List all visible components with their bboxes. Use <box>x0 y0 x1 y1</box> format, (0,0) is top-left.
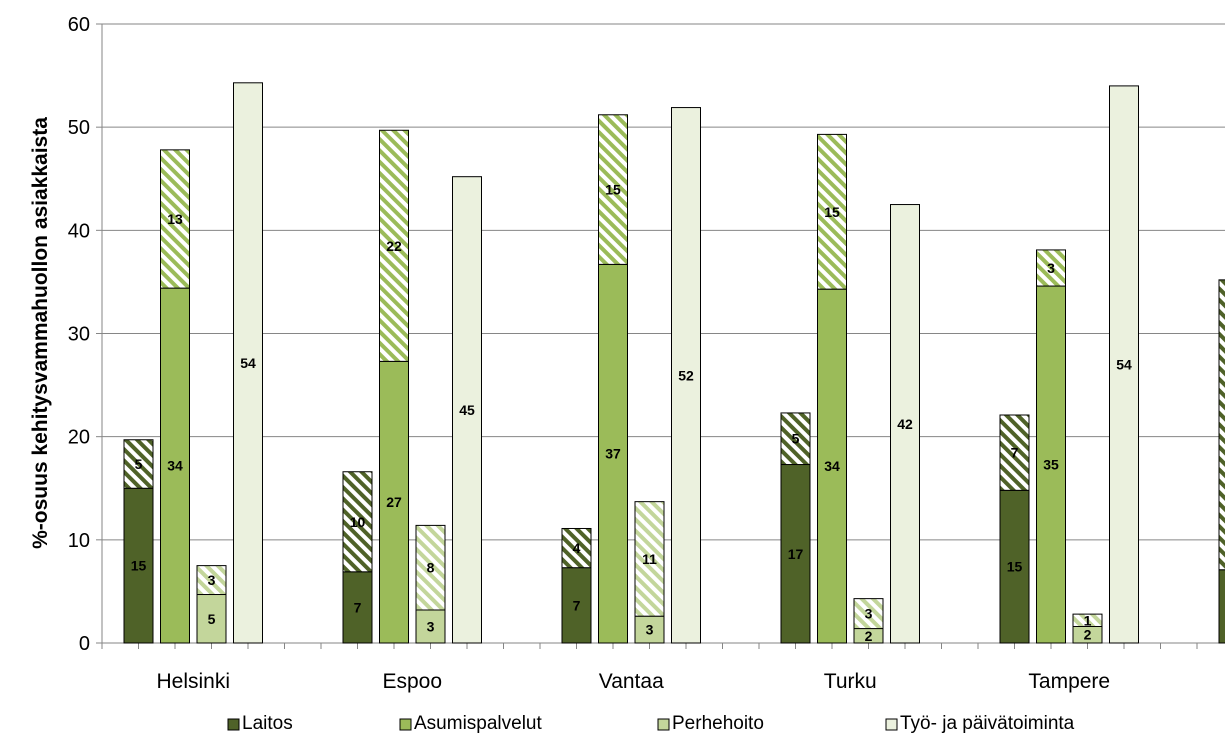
data-label: 15 <box>605 182 621 198</box>
bar-laitos-hatched <box>999 414 1030 491</box>
legend-item-label: Laitos <box>242 713 293 734</box>
y-tick-label: 50 <box>68 117 90 139</box>
bar-laitos-solid <box>342 571 373 644</box>
y-tick-label: 0 <box>79 633 90 655</box>
data-label: 45 <box>459 402 475 418</box>
data-label: 1 <box>1084 612 1092 628</box>
data-label: 5 <box>792 431 800 447</box>
data-label: 3 <box>427 618 435 634</box>
y-tick-label: 60 <box>68 14 90 36</box>
data-label: 4 <box>573 540 581 556</box>
x-category-label: Tampere <box>1028 670 1110 693</box>
data-label: 42 <box>897 416 913 432</box>
bar-perhehoito-hatched <box>196 565 227 596</box>
bar-laitos-hatched <box>342 471 373 573</box>
bar-ty-ja-p-iv-toiminta-solid <box>1109 85 1139 644</box>
data-labels: 5151334355410722278345471537113525171534… <box>131 182 1132 644</box>
bar-perhehoito-hatched <box>853 598 884 630</box>
data-label: 7 <box>1011 445 1019 461</box>
data-label: 3 <box>1047 260 1055 276</box>
bar-asumispalvelut-hatched <box>160 149 190 289</box>
data-label: 15 <box>1007 559 1023 575</box>
y-tick-label: 40 <box>68 220 90 242</box>
legend-swatch <box>227 718 240 731</box>
data-label: 34 <box>167 458 183 474</box>
bar-perhehoito-solid <box>196 594 227 644</box>
data-label: 3 <box>208 572 216 588</box>
x-category-label: Vantaa <box>599 670 664 693</box>
data-label: 34 <box>824 458 840 474</box>
bars <box>123 82 1225 644</box>
data-label: 15 <box>131 558 147 574</box>
bar-laitos-hatched <box>123 439 154 489</box>
data-label: 5 <box>135 456 143 472</box>
bar-asumispalvelut-hatched <box>379 129 409 362</box>
legend-item-label: Työ- ja päivätoiminta <box>900 713 1075 734</box>
bar-asumispalvelut-solid <box>160 287 190 644</box>
x-category-label: Helsinki <box>156 670 230 693</box>
legend-swatch <box>657 718 670 731</box>
data-label: 17 <box>788 546 804 562</box>
legend: Laitos Asumispalvelut Perhehoito Työ- ja pä… <box>227 713 1075 734</box>
data-label: 7 <box>573 597 581 613</box>
data-label: 8 <box>427 560 435 576</box>
bar-ty-ja-p-iv-toiminta-solid <box>452 176 482 644</box>
bar-perhehoito-solid <box>415 609 446 644</box>
x-category-label: Espoo <box>382 670 442 693</box>
y-axis-label: %-osuus kehitysvammahuollon asiakkaista <box>29 117 52 549</box>
data-label: 2 <box>865 628 873 644</box>
axes: 0 10 20 30 40 50 60 Helsinki Espoo Vantaa Turku Tam… <box>68 14 1225 693</box>
bar-laitos-solid <box>123 487 154 644</box>
data-label: 37 <box>605 446 621 462</box>
x-category-label: Turku <box>824 670 877 693</box>
bar-laitos-solid <box>780 464 811 644</box>
bar-perhehoito-hatched <box>1072 613 1103 627</box>
bar-laitos-hatched <box>561 527 592 569</box>
bar-perhehoito-solid <box>634 615 665 644</box>
y-tick-label: 30 <box>68 324 90 346</box>
bar-asumispalvelut-hatched <box>817 133 847 290</box>
y-tick-label: 20 <box>68 427 90 449</box>
data-label: 54 <box>240 355 256 371</box>
bar-asumispalvelut-solid <box>817 288 847 644</box>
data-label: 10 <box>350 514 366 530</box>
data-label: 5 <box>208 611 216 627</box>
data-label: 7 <box>354 599 362 615</box>
data-label: 22 <box>386 238 402 254</box>
bar-perhehoito-hatched <box>634 501 665 617</box>
data-label: 3 <box>865 606 873 622</box>
data-label: 15 <box>824 204 840 220</box>
data-label: 13 <box>167 211 183 227</box>
data-label: 35 <box>1043 457 1059 473</box>
bar-ty-ja-p-iv-toiminta-solid <box>890 204 920 644</box>
data-label: 3 <box>646 622 654 638</box>
bar-ty-ja-p-iv-toiminta-solid <box>671 107 701 644</box>
data-label: 54 <box>1116 356 1132 372</box>
data-label: 27 <box>386 494 402 510</box>
bar-perhehoito-hatched <box>415 524 446 611</box>
legend-item-label: Asumispalvelut <box>414 713 542 734</box>
bar-laitos-hatched <box>780 412 811 466</box>
bar-asumispalvelut-solid <box>379 360 409 644</box>
bar-laitos-solid <box>999 489 1030 644</box>
bar-ty-ja-p-iv-toiminta-solid <box>233 82 263 644</box>
legend-item-label: Perhehoito <box>672 713 764 734</box>
bar-laitos-hatched <box>1218 279 1225 571</box>
data-label: 11 <box>642 551 657 567</box>
data-label: 2 <box>1084 627 1092 643</box>
legend-swatch <box>885 718 898 731</box>
legend-swatch <box>399 718 412 731</box>
bar-asumispalvelut-solid <box>1036 285 1066 644</box>
data-label: 52 <box>678 367 694 383</box>
bar-asumispalvelut-hatched <box>1036 249 1066 287</box>
bar-asumispalvelut-hatched <box>598 114 628 265</box>
bar-laitos-solid <box>1218 569 1225 644</box>
y-tick-label: 10 <box>68 530 90 552</box>
